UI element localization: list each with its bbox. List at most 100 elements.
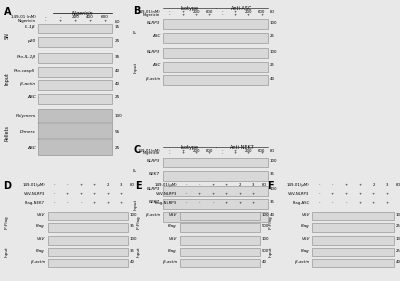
- Text: 200: 200: [192, 10, 200, 13]
- Text: VSV: VSV: [36, 213, 45, 217]
- Text: +: +: [212, 183, 215, 187]
- Text: +: +: [238, 192, 242, 196]
- Bar: [163, 158, 268, 167]
- Text: ASC: ASC: [27, 146, 36, 150]
- Bar: [38, 109, 112, 155]
- Text: 149-01(μM): 149-01(μM): [287, 183, 310, 187]
- Text: E: E: [135, 181, 142, 191]
- Text: IP:Flag: IP:Flag: [136, 215, 141, 229]
- Bar: [180, 259, 260, 267]
- Text: +: +: [260, 13, 263, 17]
- Bar: [312, 212, 394, 220]
- Text: +: +: [181, 13, 184, 17]
- Text: 100: 100: [395, 213, 400, 217]
- Text: kD: kD: [262, 183, 267, 187]
- Text: +: +: [358, 183, 362, 187]
- Text: -: -: [222, 13, 223, 17]
- Text: 40: 40: [129, 260, 134, 264]
- Bar: [48, 236, 128, 244]
- Text: +: +: [238, 201, 242, 205]
- Text: Polymers: Polymers: [16, 114, 36, 118]
- Text: Flag-ASC: Flag-ASC: [292, 201, 310, 205]
- Text: Flag-NEK7: Flag-NEK7: [25, 201, 45, 205]
- Text: -: -: [212, 201, 214, 205]
- Text: 400: 400: [86, 15, 94, 19]
- Text: 3: 3: [252, 183, 255, 187]
- Text: +: +: [80, 183, 83, 187]
- Text: 100: 100: [395, 237, 400, 241]
- Text: 200: 200: [245, 149, 252, 153]
- Text: -: -: [169, 151, 170, 155]
- Text: Nigericin: Nigericin: [18, 19, 36, 23]
- Text: VSV: VSV: [168, 213, 177, 217]
- Text: Flag: Flag: [168, 249, 177, 253]
- Text: 149-01(nM): 149-01(nM): [138, 149, 160, 153]
- Bar: [163, 186, 268, 196]
- Text: +: +: [386, 192, 389, 196]
- Text: 100: 100: [262, 237, 269, 241]
- Bar: [163, 75, 268, 85]
- Text: Input: Input: [269, 247, 273, 257]
- Text: β-actin: β-actin: [146, 77, 160, 81]
- Text: 149-01(μM): 149-01(μM): [22, 183, 45, 187]
- Text: Flag: Flag: [168, 224, 177, 228]
- Bar: [48, 259, 128, 267]
- Bar: [180, 236, 260, 244]
- Text: +: +: [225, 183, 228, 187]
- Text: +: +: [181, 149, 184, 153]
- Text: 40: 40: [115, 82, 120, 86]
- Text: β-actin: β-actin: [163, 260, 177, 264]
- Text: +: +: [260, 151, 263, 155]
- Text: +: +: [194, 13, 198, 17]
- Text: 25: 25: [115, 95, 120, 99]
- Text: -: -: [67, 183, 68, 187]
- Text: +: +: [372, 201, 375, 205]
- Text: +: +: [93, 192, 96, 196]
- Text: 600: 600: [101, 15, 109, 19]
- Text: +: +: [252, 201, 255, 205]
- Text: Nigericin: Nigericin: [143, 151, 160, 155]
- Text: -: -: [60, 15, 61, 19]
- Text: -: -: [186, 183, 187, 187]
- Text: +: +: [181, 10, 184, 13]
- Text: 100: 100: [129, 213, 137, 217]
- Text: +: +: [247, 151, 250, 155]
- Text: A: A: [4, 7, 12, 17]
- Text: VSV-NLRP3: VSV-NLRP3: [24, 192, 45, 196]
- Text: Flag: Flag: [301, 249, 310, 253]
- Text: VSV: VSV: [301, 213, 310, 217]
- Text: VSV: VSV: [168, 237, 177, 241]
- Text: +: +: [106, 201, 110, 205]
- Text: 35: 35: [270, 172, 275, 176]
- Text: -: -: [80, 201, 82, 205]
- Text: +: +: [93, 201, 96, 205]
- Text: -: -: [318, 183, 320, 187]
- Text: 35: 35: [129, 224, 134, 228]
- Bar: [312, 236, 394, 244]
- Text: +: +: [358, 192, 362, 196]
- Text: 600: 600: [258, 10, 266, 13]
- Text: 100: 100: [270, 21, 277, 25]
- Text: β-actin: β-actin: [295, 260, 310, 264]
- Text: IL-1β: IL-1β: [25, 25, 36, 29]
- Text: 40: 40: [395, 260, 400, 264]
- Text: +: +: [372, 192, 375, 196]
- Text: VSV: VSV: [36, 237, 45, 241]
- Text: Input: Input: [5, 247, 9, 257]
- Text: 149-01(μM): 149-01(μM): [154, 183, 177, 187]
- Text: -: -: [222, 10, 223, 13]
- Text: 40: 40: [262, 260, 266, 264]
- Bar: [163, 212, 268, 222]
- Text: +: +: [386, 201, 389, 205]
- Text: 25: 25: [270, 34, 275, 38]
- Text: 149-01 (nM): 149-01 (nM): [11, 15, 36, 19]
- Text: 2: 2: [372, 183, 375, 187]
- Text: Nigericin: Nigericin: [72, 11, 94, 16]
- Text: 55: 55: [115, 130, 120, 134]
- Text: NLRP3: NLRP3: [147, 50, 160, 54]
- Text: -: -: [45, 19, 46, 23]
- Text: -: -: [199, 183, 200, 187]
- Text: Pro-casp5: Pro-casp5: [14, 69, 36, 72]
- Text: 2: 2: [107, 183, 109, 187]
- Text: VSV-NLRP3: VSV-NLRP3: [156, 192, 177, 196]
